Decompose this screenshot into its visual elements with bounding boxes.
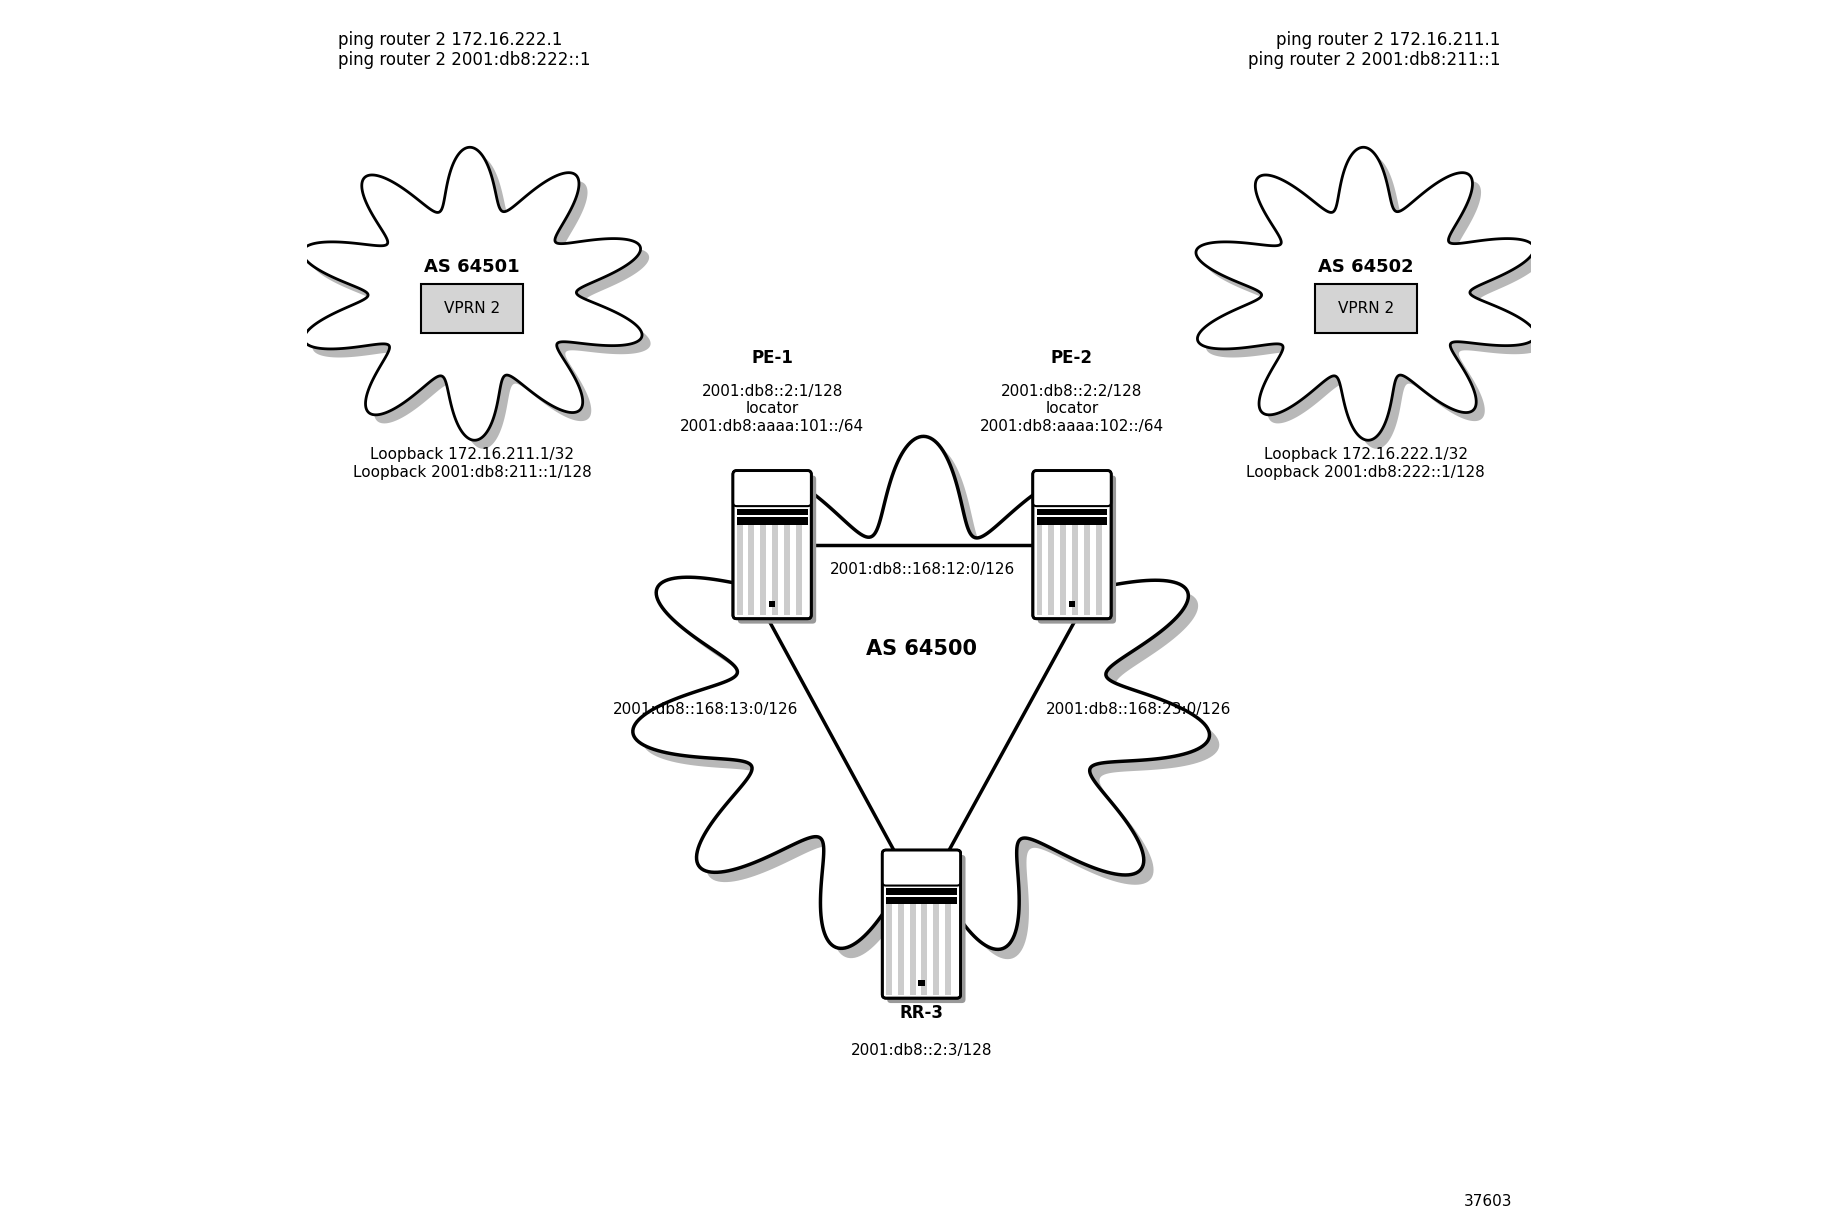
Bar: [897, 903, 904, 994]
Bar: [737, 509, 807, 515]
FancyBboxPatch shape: [421, 284, 524, 333]
FancyBboxPatch shape: [733, 471, 811, 619]
Bar: [1037, 524, 1042, 616]
Bar: [1095, 524, 1101, 616]
Text: 2001:db8::2:1/128
locator
2001:db8:aaaa:101::/64: 2001:db8::2:1/128 locator 2001:db8:aaaa:…: [680, 367, 864, 433]
Bar: [1037, 509, 1108, 515]
Polygon shape: [1197, 147, 1535, 441]
Text: 2001:db8::168:13:0/126: 2001:db8::168:13:0/126: [612, 703, 798, 717]
FancyBboxPatch shape: [1038, 476, 1116, 624]
Text: Loopback 172.16.211.1/32
Loopback 2001:db8:211::1/128: Loopback 172.16.211.1/32 Loopback 2001:d…: [353, 447, 592, 480]
FancyBboxPatch shape: [1033, 471, 1112, 507]
Bar: [891, 903, 897, 994]
Bar: [915, 903, 921, 994]
Bar: [921, 903, 928, 994]
Bar: [777, 524, 785, 616]
Bar: [886, 897, 958, 905]
FancyBboxPatch shape: [888, 854, 965, 1004]
Bar: [934, 903, 939, 994]
Bar: [910, 903, 915, 994]
Text: AS 64500: AS 64500: [866, 639, 978, 659]
FancyBboxPatch shape: [882, 851, 961, 886]
Text: Loopback 172.16.222.1/32
Loopback 2001:db8:222::1/128: Loopback 172.16.222.1/32 Loopback 2001:d…: [1246, 447, 1485, 480]
Bar: [1048, 524, 1055, 616]
Text: 2001:db8::2:2/128
locator
2001:db8:aaaa:102::/64: 2001:db8::2:2/128 locator 2001:db8:aaaa:…: [980, 367, 1163, 433]
Polygon shape: [303, 147, 641, 441]
Polygon shape: [311, 155, 651, 449]
Text: 2001:db8::168:12:0/126: 2001:db8::168:12:0/126: [829, 562, 1015, 577]
Bar: [1055, 524, 1061, 616]
Bar: [939, 903, 945, 994]
Bar: [928, 903, 934, 994]
FancyBboxPatch shape: [737, 476, 816, 624]
Text: PE-2: PE-2: [1051, 349, 1094, 367]
Bar: [950, 903, 958, 994]
Bar: [743, 524, 748, 616]
Bar: [1066, 524, 1072, 616]
Bar: [737, 524, 743, 616]
Bar: [1037, 518, 1108, 525]
FancyBboxPatch shape: [1314, 284, 1417, 333]
Bar: [886, 880, 958, 886]
Text: 2001:db8::2:3/128: 2001:db8::2:3/128: [851, 1043, 993, 1059]
Bar: [1037, 501, 1108, 507]
Bar: [1042, 524, 1048, 616]
Text: 2001:db8::168:23:0/126: 2001:db8::168:23:0/126: [1046, 703, 1231, 717]
Bar: [737, 501, 807, 507]
Bar: [1061, 524, 1066, 616]
Text: AS 64501: AS 64501: [425, 258, 520, 275]
Bar: [1077, 524, 1084, 616]
Bar: [886, 889, 958, 895]
Text: 37603: 37603: [1465, 1195, 1513, 1209]
Text: VPRN 2: VPRN 2: [1338, 301, 1393, 316]
Bar: [772, 524, 777, 616]
Bar: [1084, 524, 1090, 616]
Bar: [768, 601, 776, 607]
Bar: [1101, 524, 1108, 616]
Bar: [904, 903, 910, 994]
Text: AS 64502: AS 64502: [1318, 258, 1413, 275]
Bar: [790, 524, 796, 616]
Bar: [737, 518, 807, 525]
FancyBboxPatch shape: [1033, 471, 1112, 619]
Bar: [785, 524, 790, 616]
Bar: [1070, 601, 1075, 607]
FancyBboxPatch shape: [882, 851, 961, 999]
Bar: [761, 524, 766, 616]
Bar: [801, 524, 807, 616]
FancyBboxPatch shape: [733, 471, 811, 507]
Bar: [945, 903, 950, 994]
Bar: [748, 524, 754, 616]
Bar: [1090, 524, 1095, 616]
Text: ping router 2 172.16.211.1
ping router 2 2001:db8:211::1: ping router 2 172.16.211.1 ping router 2…: [1248, 31, 1500, 70]
Bar: [766, 524, 772, 616]
Text: ping router 2 172.16.222.1
ping router 2 2001:db8:222::1: ping router 2 172.16.222.1 ping router 2…: [338, 31, 590, 70]
Bar: [1072, 524, 1077, 616]
Polygon shape: [1204, 155, 1544, 449]
Bar: [796, 524, 801, 616]
Text: PE-1: PE-1: [752, 349, 792, 367]
Bar: [886, 903, 891, 994]
Polygon shape: [632, 437, 1209, 950]
Bar: [754, 524, 761, 616]
Text: RR-3: RR-3: [899, 1004, 943, 1022]
Text: VPRN 2: VPRN 2: [445, 301, 500, 316]
Bar: [919, 980, 925, 987]
Polygon shape: [643, 447, 1219, 960]
